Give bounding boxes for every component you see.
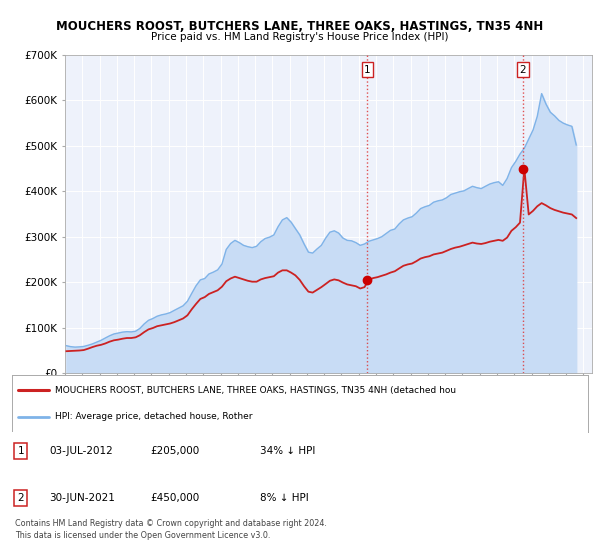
Text: Price paid vs. HM Land Registry's House Price Index (HPI): Price paid vs. HM Land Registry's House … <box>151 32 449 43</box>
Text: 8% ↓ HPI: 8% ↓ HPI <box>260 493 308 503</box>
Text: £450,000: £450,000 <box>150 493 199 503</box>
Text: 2: 2 <box>520 64 526 74</box>
Text: HPI: Average price, detached house, Rother: HPI: Average price, detached house, Roth… <box>55 412 253 421</box>
Text: MOUCHERS ROOST, BUTCHERS LANE, THREE OAKS, HASTINGS, TN35 4NH: MOUCHERS ROOST, BUTCHERS LANE, THREE OAK… <box>56 20 544 32</box>
Text: 34% ↓ HPI: 34% ↓ HPI <box>260 446 315 456</box>
Text: 03-JUL-2012: 03-JUL-2012 <box>49 446 113 456</box>
Text: 1: 1 <box>17 446 24 456</box>
Text: 1: 1 <box>364 64 371 74</box>
Text: MOUCHERS ROOST, BUTCHERS LANE, THREE OAKS, HASTINGS, TN35 4NH (detached hou: MOUCHERS ROOST, BUTCHERS LANE, THREE OAK… <box>55 386 457 395</box>
Text: 2: 2 <box>17 493 24 503</box>
Text: This data is licensed under the Open Government Licence v3.0.: This data is licensed under the Open Gov… <box>15 531 271 540</box>
Text: 30-JUN-2021: 30-JUN-2021 <box>49 493 115 503</box>
Text: Contains HM Land Registry data © Crown copyright and database right 2024.: Contains HM Land Registry data © Crown c… <box>15 520 327 529</box>
Text: £205,000: £205,000 <box>150 446 199 456</box>
